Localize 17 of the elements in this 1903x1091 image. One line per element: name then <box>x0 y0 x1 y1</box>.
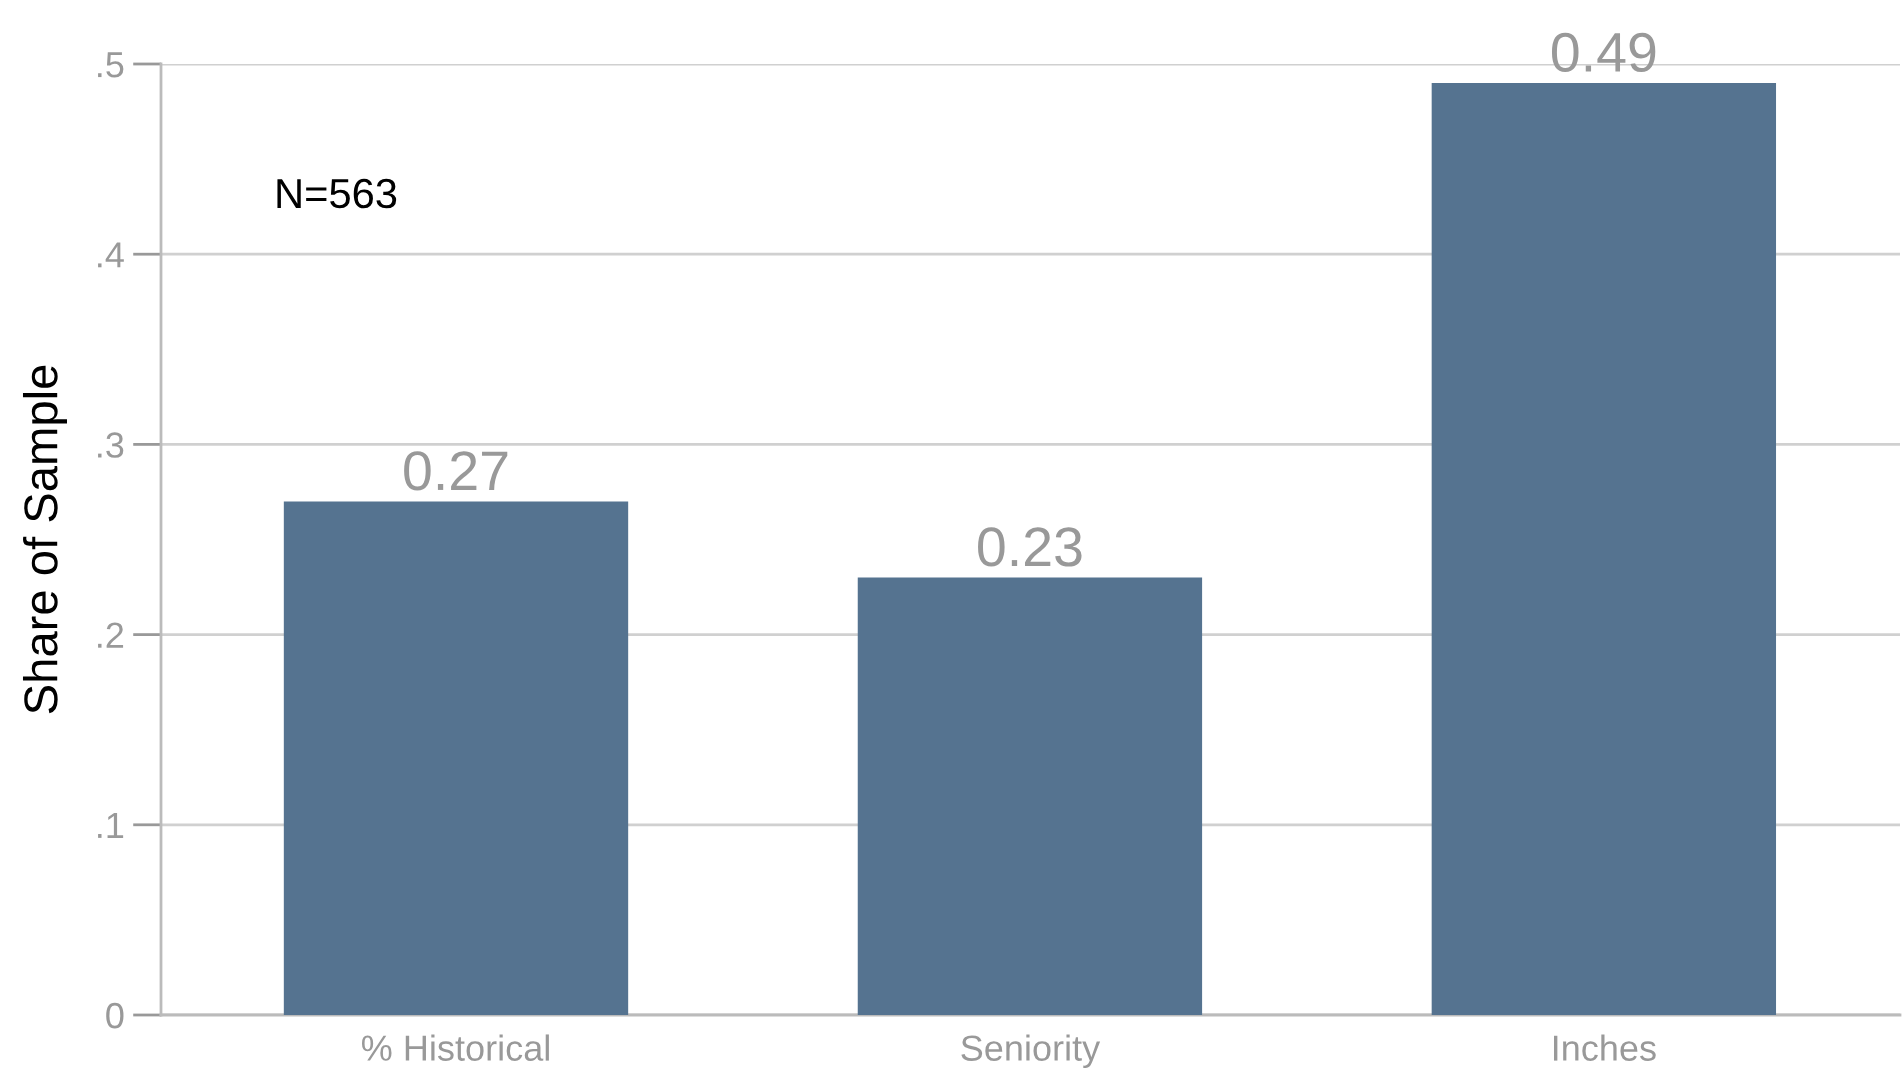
bar <box>1431 83 1777 1015</box>
y-tick-label: .2 <box>98 622 124 648</box>
x-tick-label: Seniority <box>961 1034 1101 1069</box>
data-label: 0.23 <box>978 527 1082 567</box>
x-tick-label: % Historical <box>361 1034 549 1061</box>
data-label: 0.49 <box>1551 32 1656 73</box>
annotation: N=563 <box>277 178 397 209</box>
y-tick-label: 0 <box>106 1002 124 1029</box>
y-tick-label: .5 <box>98 52 124 78</box>
y-tick-label: .3 <box>98 432 124 458</box>
y-axis-title: Share of Sample <box>22 365 67 714</box>
data-label: 0.27 <box>404 451 508 491</box>
x-tick-label: Inches <box>1553 1034 1656 1061</box>
bar <box>283 501 629 1015</box>
y-tick-label: .1 <box>98 813 124 838</box>
y-tick-label: .4 <box>98 242 124 268</box>
bar <box>857 577 1203 1015</box>
